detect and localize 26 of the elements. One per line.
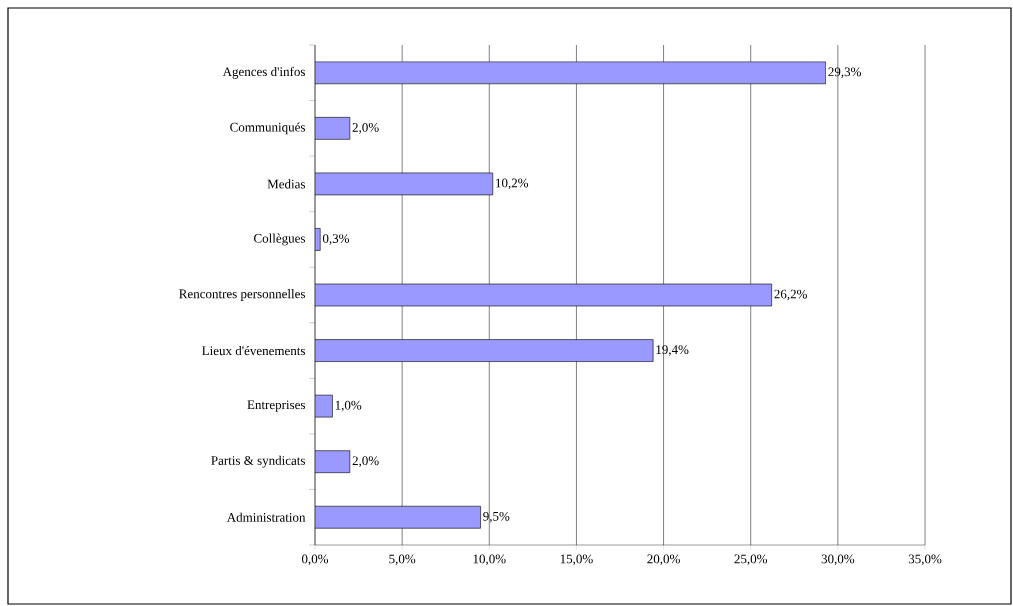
data-label: 2,0% (352, 456, 379, 468)
y-tick-label: Agences d'infos (222, 66, 305, 79)
data-label: 29,3% (828, 67, 861, 79)
y-tick-label: Lieux d'évenements (202, 345, 306, 356)
data-label: 9,5% (483, 511, 510, 523)
x-tick-label: 10,0% (473, 554, 506, 566)
x-tick-label: 5,0% (389, 554, 416, 566)
y-tick-label: Collègues (254, 233, 306, 246)
x-tick-label: 15,0% (560, 554, 593, 566)
data-label: 26,2% (774, 289, 807, 301)
data-label: 0,3% (322, 234, 350, 245)
data-label: 1,0% (335, 400, 362, 412)
data-label: 19,4% (656, 345, 689, 356)
x-tick-label: 20,0% (647, 554, 680, 566)
y-tick-label: Communiqués (230, 122, 306, 135)
data-label: 10,2% (496, 178, 529, 190)
y-tick-label: Rencontres personnelles (179, 289, 305, 301)
x-tick-label: 25,0% (734, 554, 768, 566)
x-tick-label: 30,0% (821, 554, 855, 566)
y-tick-label: Medias (267, 179, 306, 189)
x-tick-label: 0,0% (301, 554, 329, 566)
data-label: 2,0% (352, 123, 379, 134)
y-tick-label: Entreprises (247, 400, 306, 412)
y-tick-label: Administration (226, 512, 306, 522)
y-tick-label: Partis & syndicats (211, 455, 305, 468)
x-tick-label: 35,0% (908, 554, 942, 566)
